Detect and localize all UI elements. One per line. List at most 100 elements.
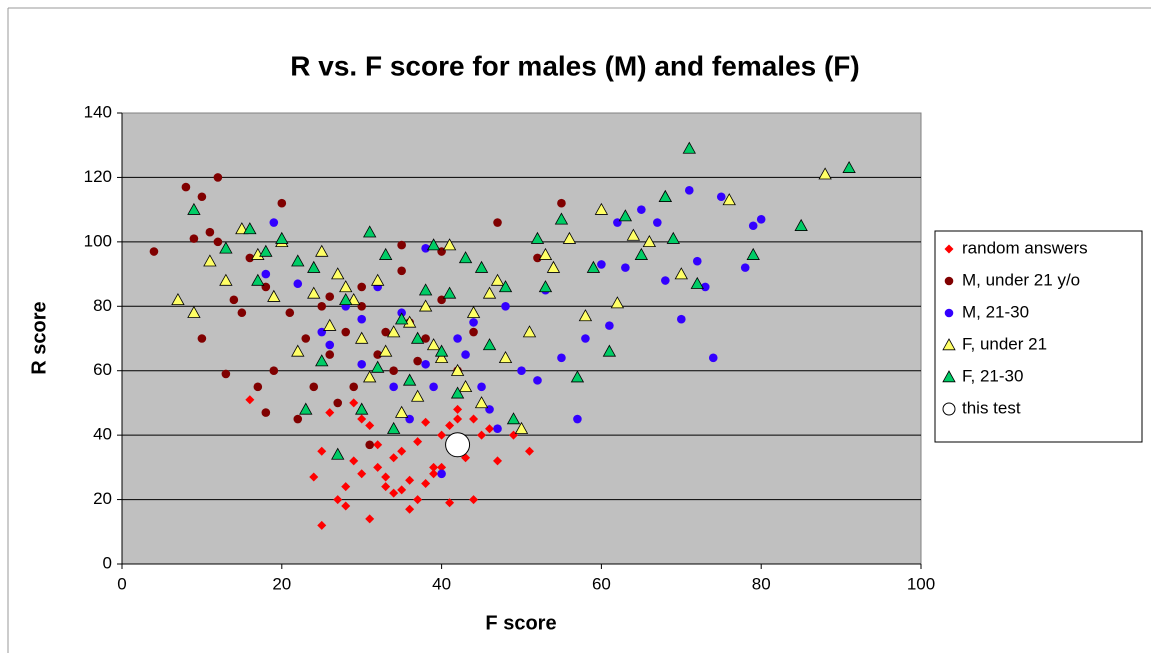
point [661,276,670,285]
point [307,286,321,299]
point [357,359,367,369]
point [426,238,441,251]
point [394,405,409,418]
point [293,279,303,289]
point [692,256,702,266]
point [389,366,398,376]
point [381,327,390,337]
point [405,475,415,485]
point [421,359,430,369]
legend-marker [944,276,954,286]
point [426,338,441,351]
point [602,344,617,357]
point [533,376,542,385]
point [149,247,159,256]
point [477,430,487,440]
point [554,212,569,225]
point [386,421,401,434]
y-tick-label: 80 [93,296,112,315]
point [506,412,521,425]
point [285,308,295,318]
point [530,231,545,244]
legend-marker [942,402,956,416]
point [421,417,431,427]
point [533,253,542,263]
point [402,373,417,386]
point [653,218,662,227]
point [434,351,449,364]
point [642,235,657,248]
point [557,198,566,208]
point [349,398,359,408]
point [331,267,345,280]
point [389,488,399,498]
point [469,327,478,337]
legend-marker [942,370,956,383]
point [397,485,407,495]
point [341,482,351,492]
point [293,414,303,424]
point [413,437,423,447]
point [437,469,446,479]
point [626,228,641,241]
point [437,462,447,472]
point [684,186,694,195]
x-tick-label: 0 [117,574,126,593]
point [477,382,486,392]
legend-label: M, 21-30 [962,302,1029,321]
point [514,421,529,434]
point [469,414,479,424]
point [317,301,327,311]
point [243,222,257,235]
legend-label: this test [962,398,1021,417]
point [357,314,367,324]
point [325,292,335,301]
point [307,260,321,273]
chart-title: R vs. F score for males (M) and females … [290,50,860,81]
point [429,382,438,392]
point [442,286,457,299]
point [275,231,289,244]
point [397,446,407,456]
y-tick-label: 60 [93,360,112,379]
point [381,482,391,492]
point [347,293,361,306]
point [261,269,271,279]
point [219,273,233,286]
point [171,293,185,306]
point [205,227,215,237]
point [373,350,382,359]
point [413,356,422,366]
point [429,469,439,479]
point [349,456,359,466]
point [365,440,374,450]
point [522,325,537,338]
point [546,260,561,273]
point [621,263,630,272]
point [466,305,481,318]
point [421,478,431,488]
y-tick-label: 40 [93,425,112,444]
point [842,160,856,173]
point [485,424,495,434]
point [690,276,704,289]
point [325,408,335,418]
point [746,247,760,260]
point [517,366,526,376]
point [538,247,553,260]
point [482,286,497,299]
point [349,382,359,392]
point [378,344,393,357]
point [418,299,433,312]
point [339,280,353,293]
point [301,334,311,343]
point [291,254,305,267]
point [237,308,247,318]
point [365,514,375,524]
point [357,282,367,292]
point [469,495,479,505]
point [524,446,534,456]
point [740,263,750,272]
point [677,314,686,324]
